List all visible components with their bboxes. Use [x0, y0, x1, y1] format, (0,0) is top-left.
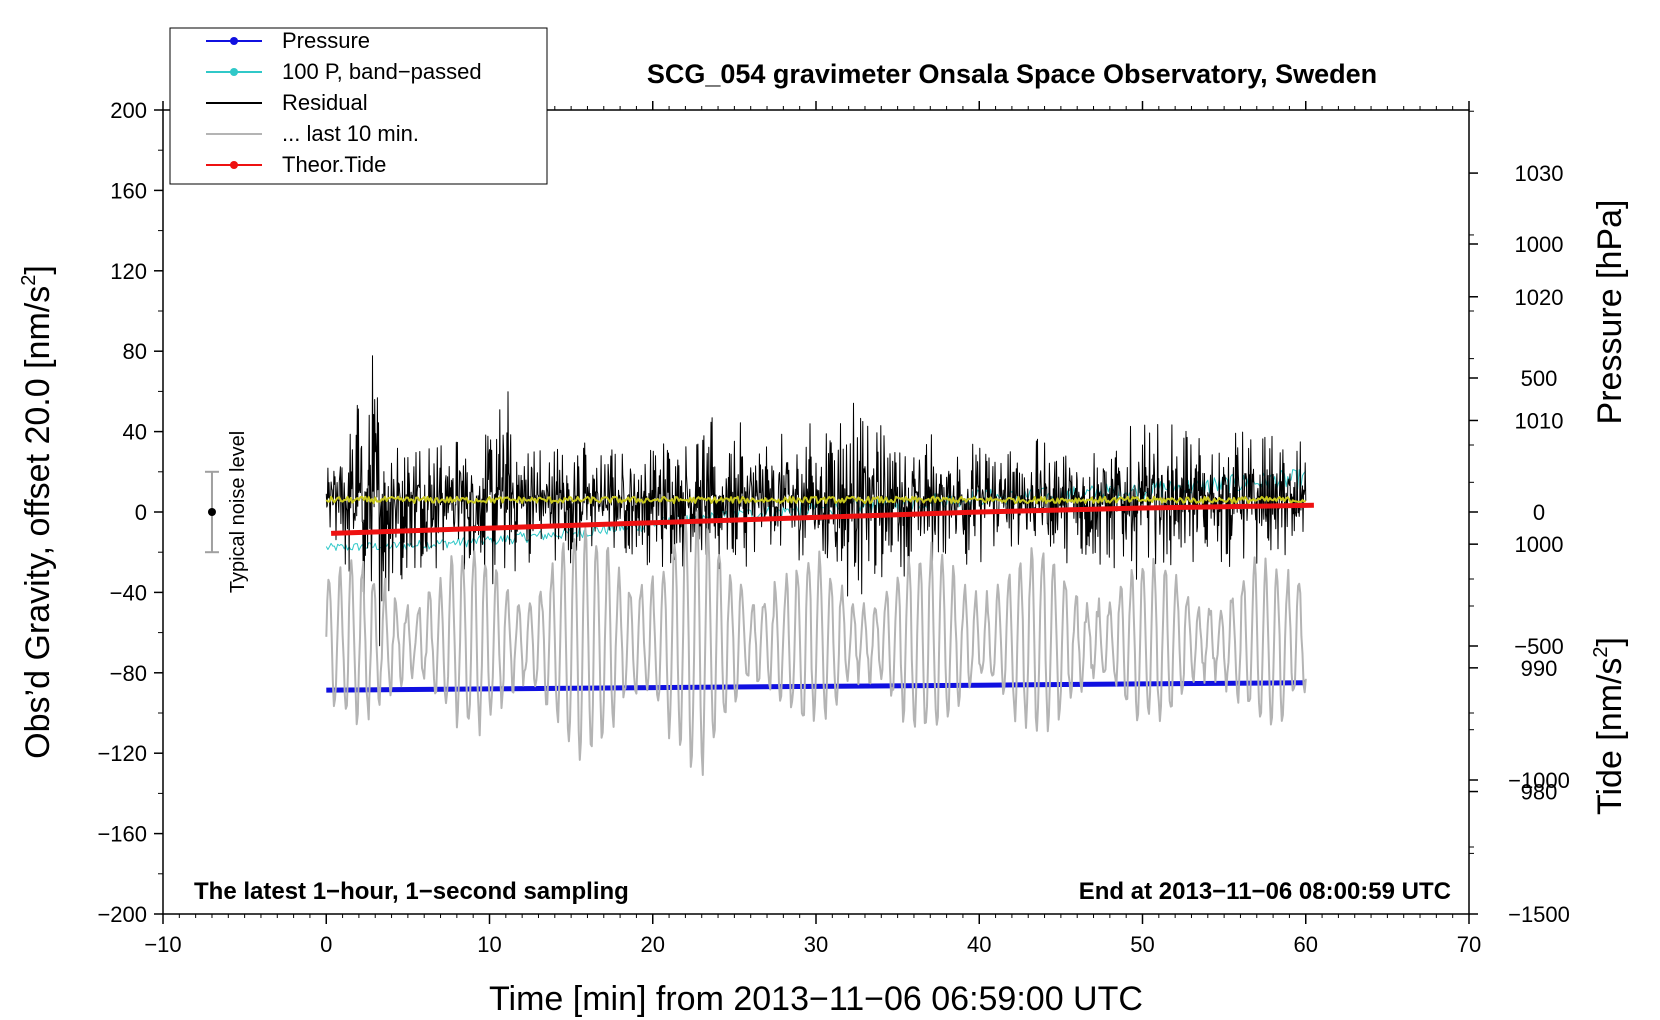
- x-tick-label: −10: [144, 932, 181, 957]
- x-tick-label: 50: [1130, 932, 1154, 957]
- y-tick-label: −200: [97, 902, 147, 927]
- y-tick-label: 160: [110, 178, 147, 203]
- tide-tick-label: −500: [1514, 634, 1564, 659]
- legend-marker: [230, 161, 238, 169]
- legend-box: [169, 27, 548, 185]
- x-tick-label: 60: [1294, 932, 1318, 957]
- tide-tick-label: 1000: [1515, 232, 1564, 257]
- y-axis-label-main: Obs’d Gravity, offset 20.0 [nm/s2]: [18, 265, 57, 759]
- noise-label: Typical noise level: [227, 431, 249, 593]
- pressure-tick-label: 980: [1521, 780, 1558, 805]
- legend-label: Residual: [282, 90, 368, 115]
- x-axis-label: Time [min] from 2013−11−06 06:59:00 UTC: [489, 980, 1143, 1018]
- tide-tick-label: 500: [1521, 366, 1558, 391]
- y-tick-label: 80: [123, 339, 147, 364]
- y-tick-label: −40: [110, 580, 147, 605]
- x-tick-label: 0: [320, 932, 332, 957]
- annotation-left: The latest 1−hour, 1−second sampling: [194, 878, 629, 905]
- annotation-right: End at 2013−11−06 08:00:59 UTC: [1079, 878, 1451, 905]
- legend-marker: [230, 68, 238, 76]
- pressure-tick-label: 1030: [1515, 161, 1564, 186]
- y-axis-label-tide-text: Tide [nm/s: [1591, 658, 1629, 815]
- y-tick-label: −80: [110, 661, 147, 686]
- y-axis-label-main-sup: 2: [18, 275, 40, 286]
- y-tick-label: 120: [110, 259, 147, 284]
- noise-bar: [204, 470, 219, 554]
- axis-ticks: −10 0 10 20 30 40 50 60 7020016012080400−40−80−1…: [97, 98, 1569, 957]
- last-10-min-line: [325, 509, 1307, 776]
- legend-marker: [230, 37, 238, 45]
- y-tick-label: −120: [97, 741, 147, 766]
- legend-label: 100 P, band−passed: [282, 59, 482, 84]
- legend-label: Pressure: [282, 28, 370, 53]
- noise-bar-center-dot: [207, 508, 216, 516]
- residual-smoothed-line: [325, 495, 1306, 505]
- series-layer: [325, 355, 1314, 776]
- tide-tick-label: −1000: [1508, 768, 1570, 793]
- x-tick-label: 20: [641, 932, 665, 957]
- x-tick-label: 10: [477, 932, 501, 957]
- x-tick-label: 70: [1457, 932, 1481, 957]
- chart-title: SCG_054 gravimeter Onsala Space Observat…: [647, 59, 1377, 89]
- x-tick-label: 30: [804, 932, 828, 957]
- pressure-tick-label: 1000: [1515, 532, 1564, 557]
- x-tick-label: 40: [967, 932, 991, 957]
- y-axis-label-pressure: Pressure [hPa]: [1591, 200, 1629, 425]
- y-tick-label: −160: [97, 822, 147, 847]
- theor-tide-line: [331, 502, 1314, 536]
- pressure-tick-label: 990: [1521, 656, 1558, 681]
- legend: Pressure 100 P, band−passed Residual ... la…: [169, 27, 548, 185]
- legend-label: ... last 10 min.: [282, 121, 419, 146]
- tide-tick-label: 0: [1533, 500, 1545, 525]
- y-axis-label-main-text: Obs’d Gravity, offset 20.0 [nm/s: [19, 286, 57, 759]
- y-tick-label: 200: [110, 98, 147, 123]
- tide-tick-label: −1500: [1508, 902, 1570, 927]
- y-tick-label: 0: [135, 500, 147, 525]
- residual-line: [325, 355, 1307, 647]
- y-axis-label-tide: Tide [nm/s2]: [1590, 637, 1629, 815]
- pressure-tick-label: 1020: [1515, 285, 1564, 310]
- y-tick-label: 40: [123, 420, 147, 445]
- y-axis-label-tide-sup: 2: [1590, 646, 1612, 657]
- y-axis-label-main-tail: ]: [19, 265, 57, 274]
- pressure-tick-label: 1010: [1515, 408, 1564, 433]
- legend-label: Theor.Tide: [282, 152, 386, 177]
- y-axis-label-tide-tail: ]: [1591, 637, 1629, 646]
